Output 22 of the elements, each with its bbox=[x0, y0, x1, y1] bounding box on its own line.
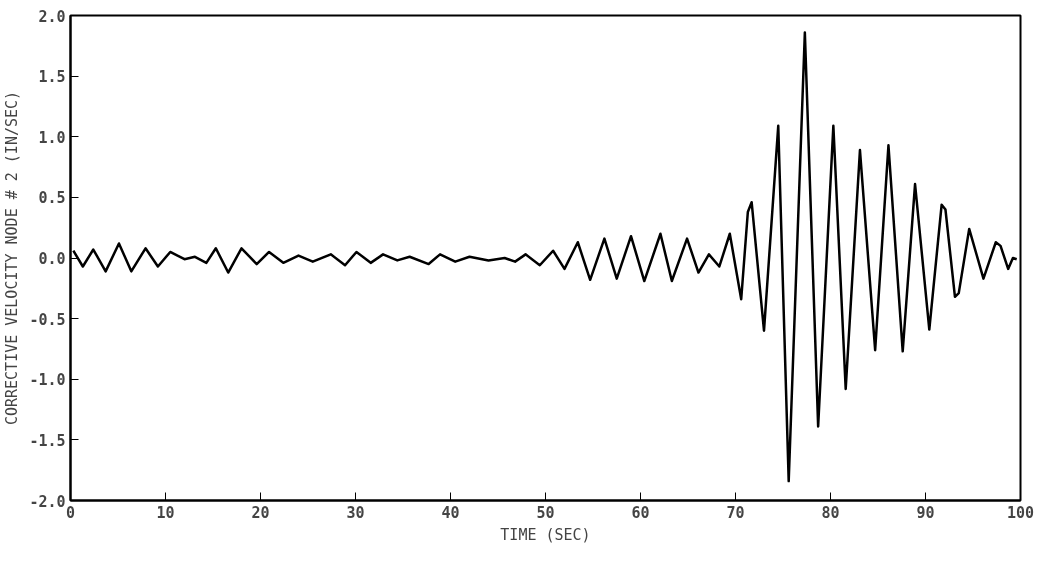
x-tick-label: 0 bbox=[65, 503, 76, 522]
x-tick-label: 40 bbox=[441, 503, 460, 522]
y-tick-label: -2.0 bbox=[29, 492, 66, 511]
x-tick-label: 80 bbox=[821, 503, 840, 522]
x-tick-label: 30 bbox=[346, 503, 365, 522]
x-tick-label: 100 bbox=[1006, 503, 1035, 522]
y-tick-label: 0.5 bbox=[38, 189, 66, 208]
y-axis-title: CORRECTIVE VELOCITY NODE # 2 (IN/SEC) bbox=[3, 90, 22, 426]
x-tick-label: 50 bbox=[536, 503, 555, 522]
y-tick-label: -0.5 bbox=[29, 310, 66, 329]
x-tick-label: 70 bbox=[726, 503, 745, 522]
y-tick-label: 2.0 bbox=[38, 7, 66, 26]
x-axis-title: TIME (SEC) bbox=[500, 525, 591, 544]
x-tick-label: 20 bbox=[251, 503, 270, 522]
x-tick-label: 10 bbox=[156, 503, 175, 522]
x-tick-label: 90 bbox=[916, 503, 935, 522]
y-tick-label: -1.5 bbox=[29, 431, 66, 450]
y-tick-label: 1.5 bbox=[38, 68, 66, 87]
x-tick-label: 60 bbox=[631, 503, 650, 522]
y-tick-label: -1.0 bbox=[29, 371, 66, 390]
y-tick-label: 1.0 bbox=[38, 128, 66, 147]
y-tick-label: 0.0 bbox=[38, 250, 66, 268]
